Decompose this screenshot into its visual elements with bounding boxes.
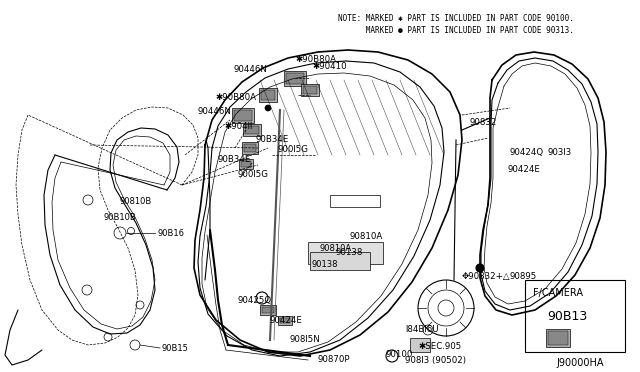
Text: 90138: 90138 (312, 260, 339, 269)
Bar (245, 126, 259, 134)
Bar (244, 144, 256, 152)
Bar (239, 159, 253, 169)
Bar (525, 280, 625, 352)
Text: ✱904ll: ✱904ll (224, 122, 252, 131)
Bar (262, 307, 274, 313)
Text: 90424Q: 90424Q (510, 148, 544, 157)
Text: ✱SEC.905: ✱SEC.905 (418, 342, 461, 351)
Text: 90B13: 90B13 (547, 310, 588, 323)
Bar (330, 195, 380, 207)
Text: 90870P: 90870P (318, 355, 351, 364)
Circle shape (476, 264, 484, 272)
Bar (284, 71, 306, 86)
Bar (261, 90, 275, 100)
Bar (310, 252, 370, 270)
Bar (234, 110, 252, 121)
Text: ✱90B80A: ✱90B80A (215, 93, 256, 102)
Bar (243, 124, 261, 136)
Text: J90000HA: J90000HA (556, 358, 604, 368)
Bar (241, 161, 251, 167)
Bar (301, 84, 319, 96)
Text: 90810A: 90810A (320, 244, 352, 253)
Text: 90100: 90100 (385, 350, 412, 359)
Text: 90446N: 90446N (234, 65, 268, 74)
Text: 90832: 90832 (470, 118, 497, 127)
Text: ✱90410: ✱90410 (312, 62, 347, 71)
Bar (286, 73, 304, 84)
Bar (259, 88, 277, 102)
Text: 90810A: 90810A (350, 232, 383, 241)
Bar (410, 338, 430, 352)
Text: F/CAMERA: F/CAMERA (533, 288, 583, 298)
Text: ✥90832+△: ✥90832+△ (462, 272, 511, 281)
Text: 90424E: 90424E (508, 165, 541, 174)
Text: 90138: 90138 (336, 248, 364, 257)
Bar (546, 329, 570, 347)
Text: NOTE: MARKED ✱ PART IS INCLUDED IN PART CODE 90100.: NOTE: MARKED ✱ PART IS INCLUDED IN PART … (338, 14, 574, 23)
Text: 90B34E: 90B34E (256, 135, 289, 144)
Circle shape (265, 105, 271, 111)
Text: 908l3 (90502): 908l3 (90502) (405, 356, 466, 365)
Text: 903l3: 903l3 (548, 148, 572, 157)
Bar (242, 142, 258, 154)
Text: 90B34E: 90B34E (218, 155, 252, 164)
Text: 90425Q: 90425Q (238, 296, 272, 305)
Text: 90895: 90895 (510, 272, 537, 281)
Text: 900l5G: 900l5G (238, 170, 269, 179)
Bar (232, 108, 254, 123)
Text: 90446N: 90446N (197, 107, 231, 116)
Bar (280, 318, 290, 323)
Text: MARKED ● PART IS INCLUDED IN PART CODE 90313.: MARKED ● PART IS INCLUDED IN PART CODE 9… (338, 26, 574, 35)
Text: l84Bl6U: l84Bl6U (405, 325, 438, 334)
Text: 90B15: 90B15 (162, 344, 189, 353)
Text: 90424E: 90424E (270, 316, 303, 325)
Text: 900l5G: 900l5G (278, 145, 309, 154)
Bar (303, 86, 317, 94)
Text: 908l5N: 908l5N (290, 335, 321, 344)
Text: ✱90B80A: ✱90B80A (295, 55, 336, 64)
Text: 90810B: 90810B (120, 197, 152, 206)
Bar (278, 316, 292, 325)
Text: 90B16: 90B16 (157, 229, 184, 238)
Bar (260, 305, 276, 315)
Text: 90B10B: 90B10B (104, 213, 137, 222)
Bar (308, 242, 383, 264)
Bar (548, 331, 568, 345)
